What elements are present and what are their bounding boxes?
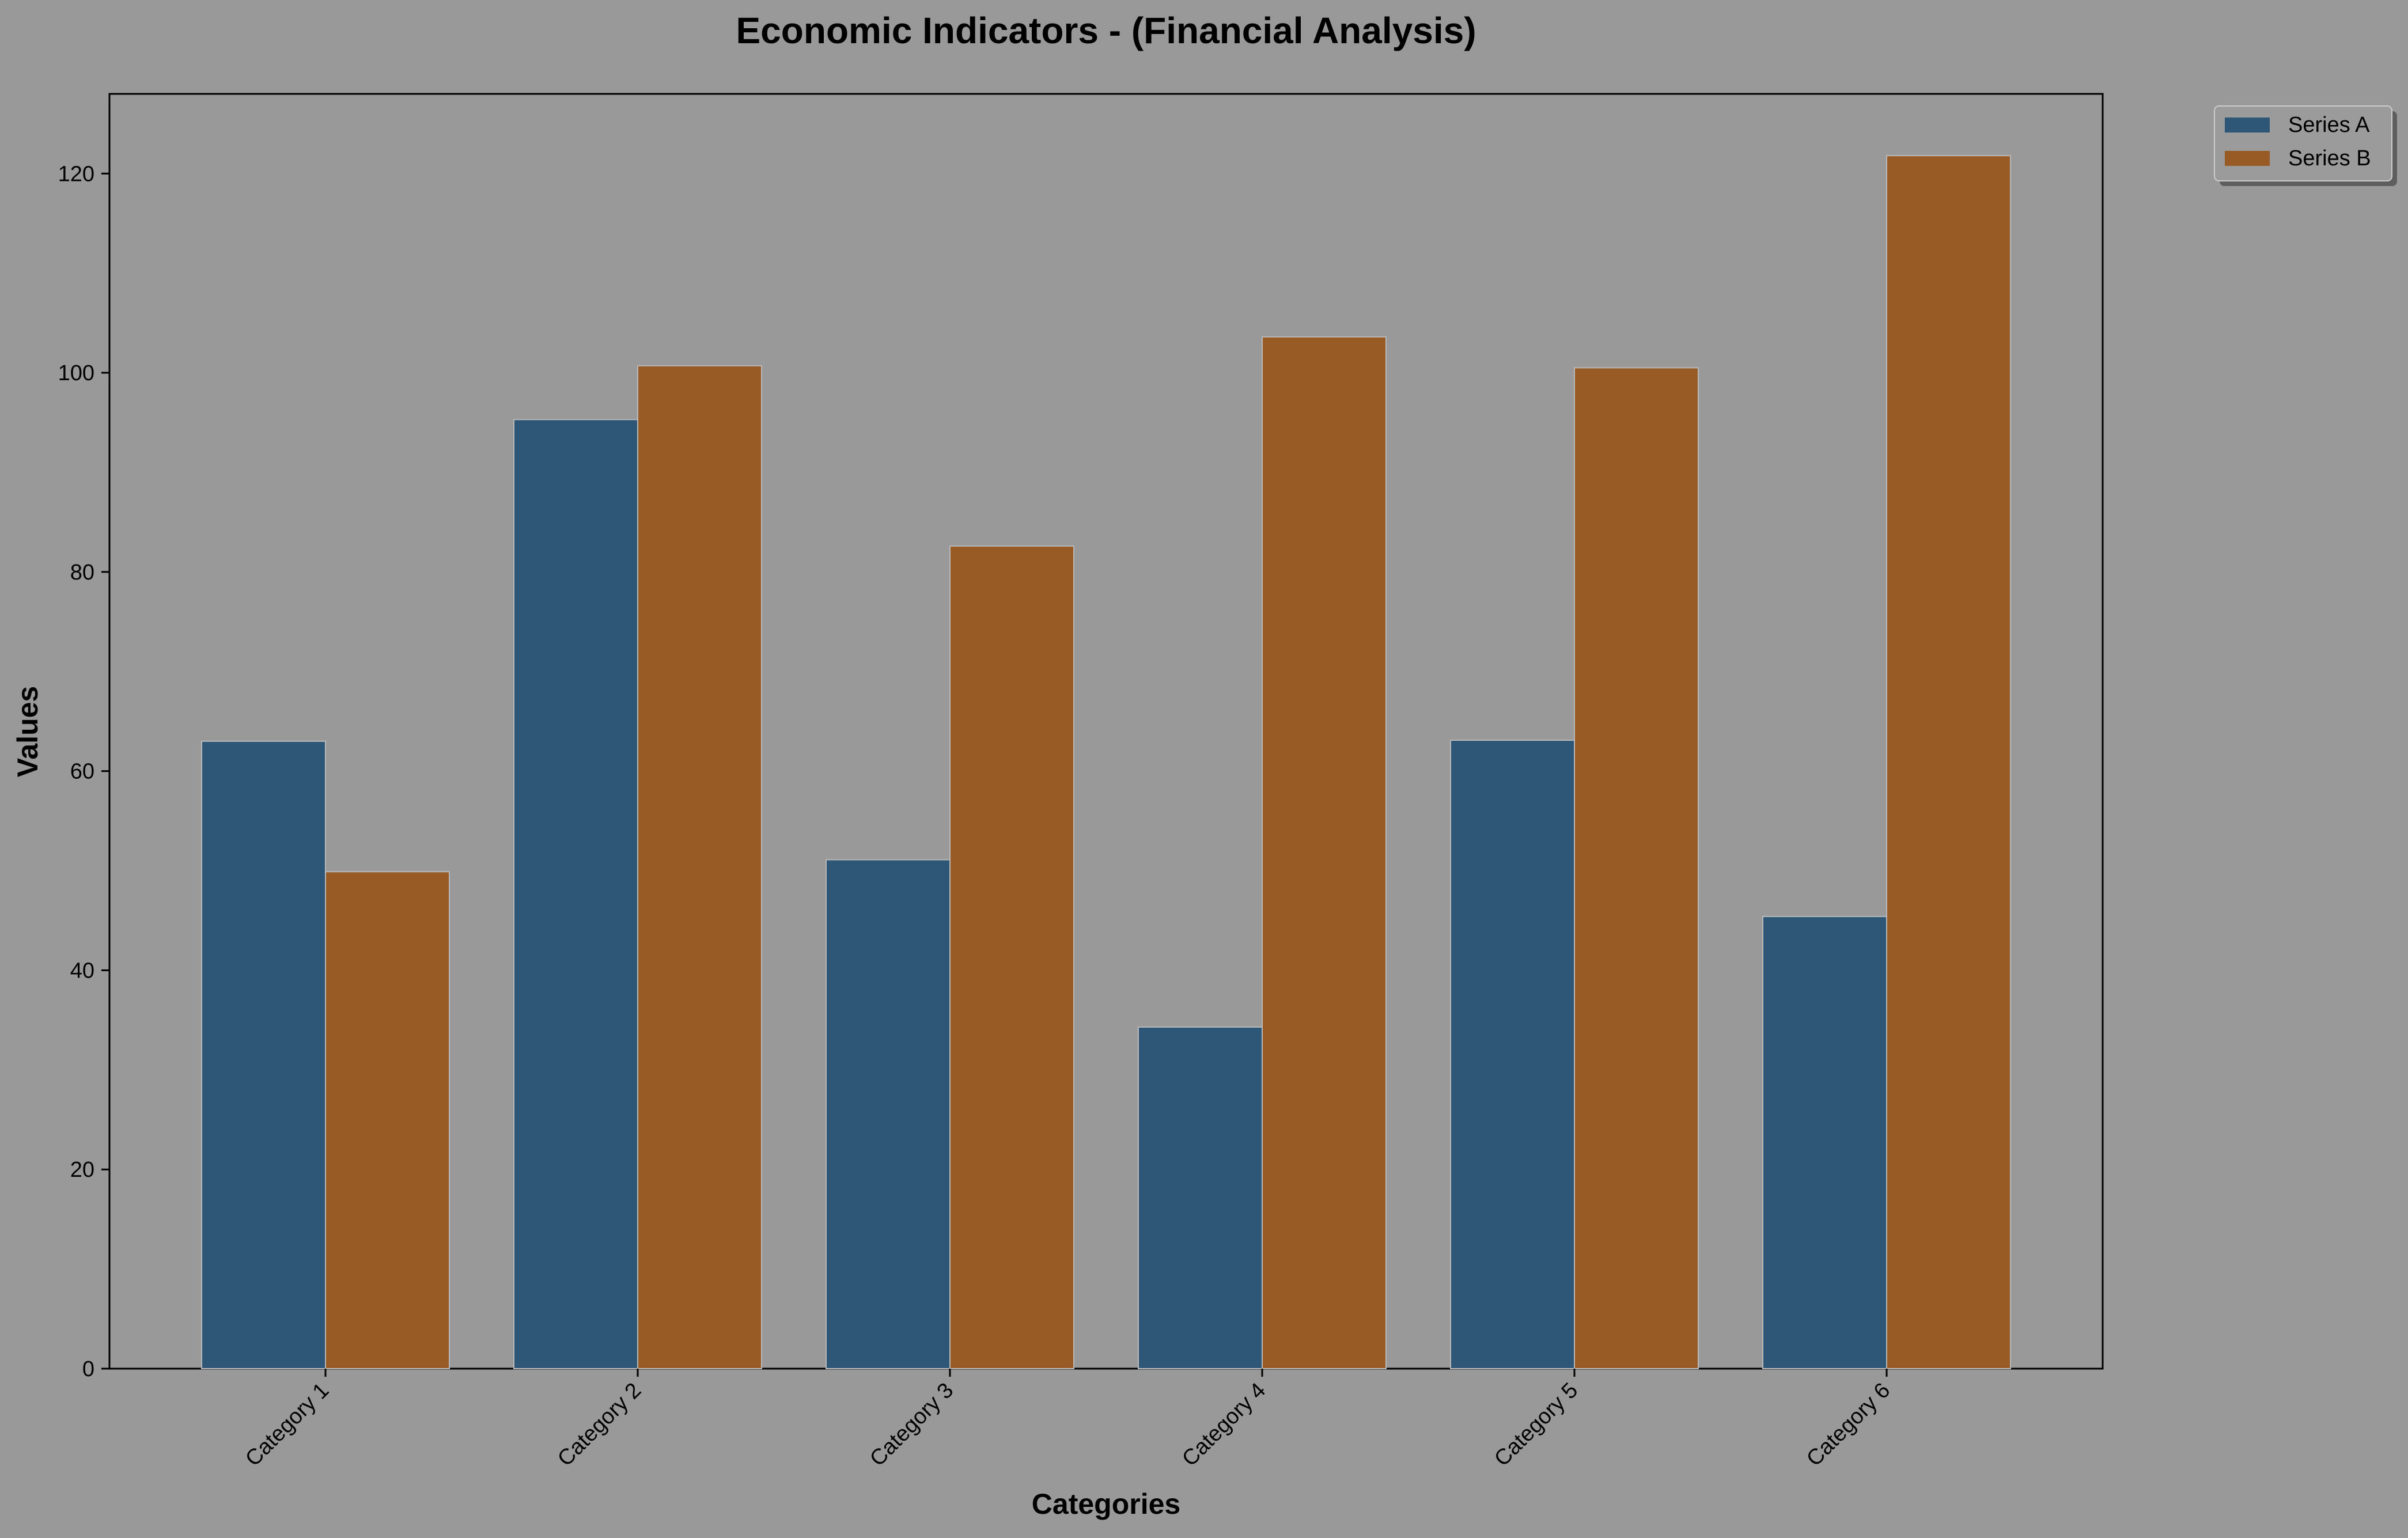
bar-series-b-category-6 [1886,155,2011,1370]
x-tick-label: Category 2 [553,1378,646,1471]
bar-series-a-category-4 [1138,1026,1263,1369]
x-tick-label: Category 1 [241,1378,334,1471]
legend-label-series-b: Series B [2288,146,2371,171]
bar-series-b-category-5 [1574,367,1699,1369]
y-axis: 0 20 40 60 80 100 120 [58,162,109,1381]
y-tick-label: 60 [70,760,94,784]
bar-series-b-category-3 [949,545,1074,1369]
legend-label-series-a: Series A [2288,113,2370,137]
bar-series-b-category-1 [325,871,450,1369]
bar-series-a-category-3 [826,859,951,1369]
y-tick-label: 20 [70,1158,94,1182]
x-axis-title: Categories [1032,1488,1180,1520]
bar-series-b-category-2 [637,365,762,1369]
y-tick-label: 0 [82,1357,94,1381]
y-axis-title: Values [12,686,44,777]
legend-swatch-series-b [2225,151,2270,166]
bar-series-a-category-6 [1762,916,1887,1369]
y-tick-label: 80 [70,560,94,585]
bar-series-a-category-5 [1450,740,1575,1369]
chart-title: Economic Indicators - (Financial Analysi… [736,10,1476,51]
x-tick-label: Category 5 [1490,1378,1582,1471]
bar-series-a-category-2 [513,419,638,1370]
x-tick-label: Category 4 [1178,1378,1270,1471]
plot-area [108,93,2104,1370]
bars-layer [201,155,2011,1370]
x-axis: Category 1 Category 2 Category 3 Category 4… [241,1369,1895,1471]
y-tick-label: 120 [58,162,94,186]
x-tick-label: Category 3 [865,1378,958,1471]
bar-series-b-category-4 [1262,336,1387,1369]
legend: Series A Series B [2214,105,2397,186]
y-tick-label: 40 [70,959,94,983]
x-tick-label: Category 6 [1802,1378,1895,1471]
legend-swatch-series-a [2225,118,2270,132]
y-tick-label: 100 [58,361,94,385]
bar-series-a-category-1 [201,740,326,1369]
